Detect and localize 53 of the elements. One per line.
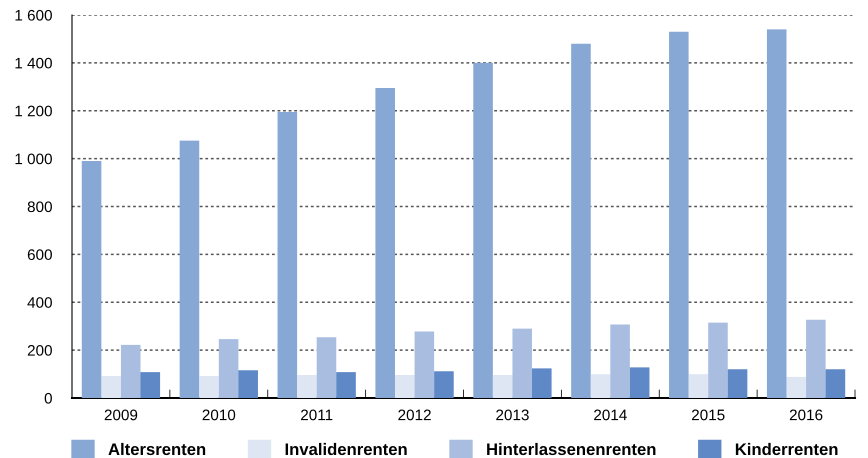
bar	[826, 369, 846, 398]
bar	[512, 328, 532, 398]
bar	[375, 88, 395, 398]
bar	[473, 62, 493, 398]
y-tick-label: 0	[44, 392, 52, 404]
x-tick-label: 2013	[496, 410, 529, 420]
bar	[336, 372, 356, 398]
bar	[434, 371, 454, 398]
bar	[140, 372, 160, 398]
bar	[278, 112, 298, 398]
y-tick-label: 1 400	[15, 58, 52, 69]
y-tick-label: 800	[28, 201, 52, 212]
bar	[708, 322, 728, 398]
x-tick-label: 2012	[398, 410, 431, 420]
y-tick-label: 1 200	[15, 106, 52, 116]
bar	[297, 375, 317, 398]
bar	[101, 376, 121, 398]
bar	[394, 375, 415, 398]
bar	[238, 370, 258, 398]
x-tick-label: 2011	[301, 410, 332, 420]
legend-label: Hinterlassenenrenten	[487, 442, 656, 456]
bar	[414, 331, 434, 398]
legend-label: Altersrenten	[108, 442, 206, 456]
bar	[786, 376, 806, 398]
bar	[316, 337, 336, 398]
bar	[610, 324, 630, 398]
x-tick-label: 2014	[594, 410, 627, 420]
y-tick-label: 1 600	[15, 10, 52, 21]
bar	[82, 161, 102, 398]
y-tick-label: 200	[28, 344, 52, 356]
y-tick-label: 1 000	[15, 153, 52, 164]
bar	[180, 140, 200, 398]
bar	[532, 368, 552, 398]
x-tick-label: 2015	[692, 410, 725, 420]
x-tick-label: 2010	[202, 410, 236, 420]
bar	[630, 367, 650, 398]
bar	[766, 29, 786, 398]
x-tick-label: 2009	[104, 410, 138, 420]
bar	[590, 374, 610, 398]
bar	[728, 369, 748, 398]
y-tick-label: 400	[27, 297, 52, 308]
bar	[688, 374, 708, 398]
x-tick-label: 2016	[790, 410, 822, 420]
bar	[492, 375, 512, 398]
legend-label: Kinderrenten	[736, 442, 838, 456]
y-tick-label: 600	[28, 249, 52, 260]
legend-label: Invalidenrenten	[286, 442, 407, 456]
bar	[120, 344, 141, 398]
bar	[806, 320, 826, 398]
bar	[571, 44, 591, 398]
bar	[218, 339, 238, 398]
bar	[669, 32, 689, 398]
bar	[199, 376, 219, 398]
